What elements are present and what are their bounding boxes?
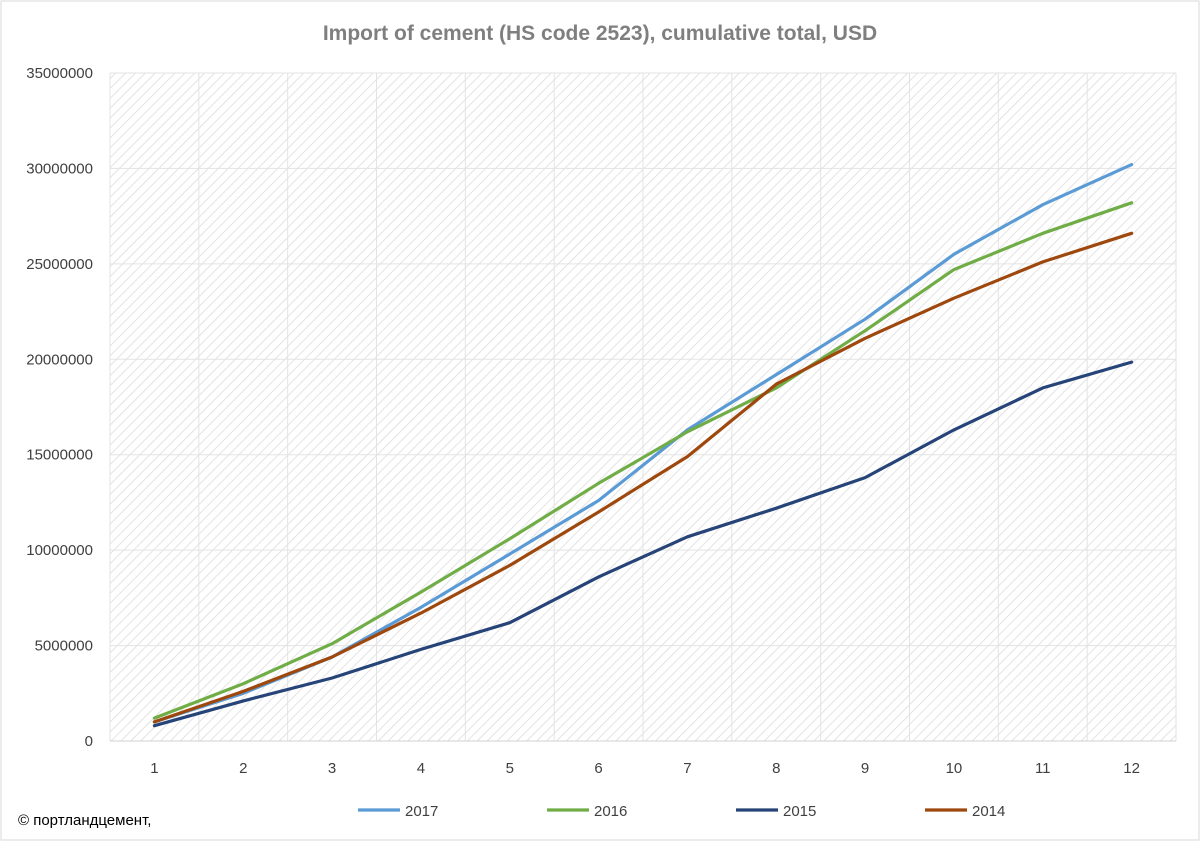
series-line-2016 bbox=[152, 201, 1134, 720]
x-tick-label: 12 bbox=[1123, 760, 1140, 777]
x-tick-label: 6 bbox=[594, 760, 602, 777]
grid-lines bbox=[109, 72, 1177, 742]
x-tick-label: 4 bbox=[417, 760, 425, 777]
y-tick-label: 5000000 bbox=[35, 638, 93, 655]
legend: 2017 2016 2015 2014 bbox=[358, 803, 1005, 820]
x-tick-label: 10 bbox=[946, 760, 963, 777]
y-tick-label: 30000000 bbox=[26, 160, 93, 177]
y-tick-label: 20000000 bbox=[26, 351, 93, 368]
legend-label: 2016 bbox=[594, 803, 627, 820]
series-line-2014 bbox=[152, 231, 1134, 724]
x-axis: 1 2 3 4 5 6 7 8 9 10 11 12 bbox=[150, 760, 1140, 777]
legend-item-2016: 2016 bbox=[547, 803, 627, 820]
chart-title: Import of cement (HS code 2523), cumulat… bbox=[323, 22, 877, 45]
series-line-2015 bbox=[152, 360, 1134, 728]
legend-label: 2015 bbox=[783, 803, 816, 820]
series-lines bbox=[152, 163, 1134, 728]
y-tick-label: 0 bbox=[85, 733, 93, 750]
x-tick-label: 3 bbox=[328, 760, 336, 777]
y-tick-label: 10000000 bbox=[26, 542, 93, 559]
y-axis: 0 5000000 10000000 15000000 20000000 25000000… bbox=[26, 65, 93, 750]
legend-label: 2014 bbox=[972, 803, 1005, 820]
legend-item-2017: 2017 bbox=[358, 803, 438, 820]
x-tick-label: 1 bbox=[150, 760, 158, 777]
legend-item-2014: 2014 bbox=[925, 803, 1005, 820]
x-tick-label: 9 bbox=[861, 760, 869, 777]
x-tick-label: 7 bbox=[683, 760, 691, 777]
legend-label: 2017 bbox=[405, 803, 438, 820]
copyright-text: © портландцемент, bbox=[18, 812, 151, 829]
x-tick-label: 2 bbox=[239, 760, 247, 777]
y-tick-label: 25000000 bbox=[26, 256, 93, 273]
legend-item-2015: 2015 bbox=[736, 803, 816, 820]
y-tick-label: 35000000 bbox=[26, 65, 93, 82]
x-tick-label: 8 bbox=[772, 760, 780, 777]
y-tick-label: 15000000 bbox=[26, 447, 93, 464]
x-tick-label: 5 bbox=[506, 760, 514, 777]
x-tick-label: 11 bbox=[1035, 760, 1051, 777]
